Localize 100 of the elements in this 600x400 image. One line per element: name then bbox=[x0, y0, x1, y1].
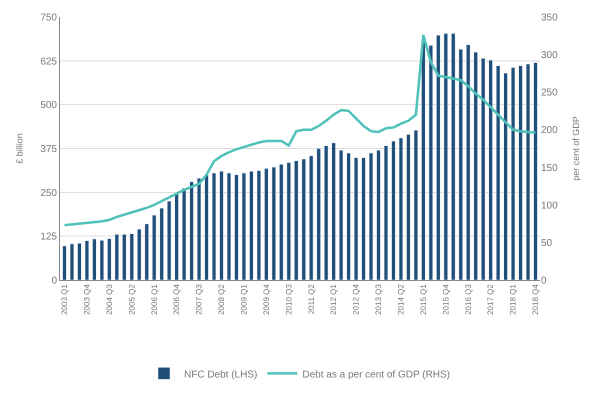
bar bbox=[316, 148, 321, 280]
x-tick-label: 2006 Q4 bbox=[172, 284, 182, 315]
y2-tick-label: 300 bbox=[541, 50, 558, 62]
x-tick-label: 2014 Q2 bbox=[396, 284, 406, 315]
bar bbox=[62, 246, 67, 280]
bar bbox=[70, 244, 74, 280]
x-tick-label: 2010 Q3 bbox=[284, 284, 294, 315]
bar bbox=[466, 44, 470, 280]
bar bbox=[286, 162, 291, 280]
bar bbox=[226, 172, 232, 280]
bar bbox=[107, 238, 112, 280]
y-tick-label: 750 bbox=[40, 12, 58, 24]
bar bbox=[533, 62, 538, 280]
bar bbox=[451, 33, 456, 280]
y2-tick-label: 350 bbox=[541, 12, 558, 24]
bar bbox=[130, 233, 134, 280]
x-tick-label: 2008 Q2 bbox=[217, 284, 226, 315]
bar bbox=[481, 58, 486, 280]
bar bbox=[428, 45, 433, 280]
y-tick-label: 125 bbox=[40, 232, 58, 243]
bar bbox=[182, 188, 186, 280]
bar bbox=[398, 138, 404, 280]
x-tick-label: 2016 Q3 bbox=[464, 284, 473, 315]
bar bbox=[196, 178, 202, 280]
bar bbox=[458, 49, 463, 280]
bar bbox=[100, 240, 104, 280]
bar bbox=[391, 140, 396, 280]
bar bbox=[144, 224, 149, 280]
x-tick-label: 2006 Q1 bbox=[150, 284, 159, 315]
bar bbox=[92, 238, 97, 280]
bar bbox=[114, 234, 119, 280]
bar bbox=[436, 34, 440, 280]
bar bbox=[279, 164, 284, 280]
bar bbox=[346, 152, 351, 280]
x-tick-label: 2018 Q4 bbox=[531, 284, 540, 315]
y2-tick-label: 150 bbox=[541, 162, 558, 174]
legend-label: Debt as a per cent of GDP (RHS) bbox=[302, 369, 450, 380]
bar bbox=[122, 234, 126, 280]
bar bbox=[309, 156, 314, 280]
bar bbox=[496, 65, 500, 280]
y-tick-label: 500 bbox=[40, 100, 58, 112]
y2-tick-label: 50 bbox=[541, 238, 553, 249]
bar bbox=[294, 160, 298, 280]
y2-tick-label: 250 bbox=[541, 88, 558, 99]
bar bbox=[242, 172, 246, 280]
bar bbox=[256, 170, 261, 280]
bar bbox=[406, 134, 411, 280]
x-tick-label: 2011 Q2 bbox=[306, 284, 316, 314]
bar bbox=[474, 52, 478, 280]
y2-tick-label: 0 bbox=[541, 276, 547, 286]
bar bbox=[219, 171, 224, 280]
legend-label: NFC Debt (LHS) bbox=[184, 369, 258, 380]
bar bbox=[503, 72, 508, 280]
y-tick-label: 375 bbox=[40, 144, 58, 155]
bar bbox=[234, 174, 239, 280]
x-tick-label: 2005 Q2 bbox=[127, 284, 136, 315]
y-tick-label: 625 bbox=[40, 56, 58, 68]
x-tick-label: 2015 Q1 bbox=[418, 284, 428, 315]
bar bbox=[302, 158, 306, 280]
bar bbox=[526, 64, 530, 280]
bar bbox=[510, 67, 516, 280]
bar bbox=[152, 214, 156, 280]
bar bbox=[332, 142, 336, 280]
bar bbox=[212, 172, 216, 280]
bar bbox=[174, 194, 179, 280]
x-tick-label: 2012 Q4 bbox=[352, 284, 361, 315]
bar bbox=[167, 200, 172, 280]
bar bbox=[414, 130, 418, 280]
x-tick-label: 2017 Q2 bbox=[486, 284, 496, 315]
bar bbox=[249, 171, 254, 280]
bar bbox=[488, 60, 493, 280]
x-tick-label: 2013 Q3 bbox=[374, 284, 384, 315]
bar bbox=[376, 150, 381, 280]
bar bbox=[384, 145, 388, 280]
bar bbox=[84, 240, 90, 280]
y-axis-title: £ billion bbox=[14, 133, 25, 164]
x-tick-label: 2009 Q1 bbox=[240, 284, 249, 315]
bar bbox=[189, 182, 194, 280]
bar bbox=[339, 150, 344, 280]
bar bbox=[137, 228, 142, 280]
bar bbox=[77, 242, 82, 280]
y-tick-label: 0 bbox=[51, 276, 58, 286]
y2-tick-label: 100 bbox=[541, 200, 558, 212]
bar bbox=[160, 208, 164, 280]
bar bbox=[518, 65, 523, 280]
bar bbox=[421, 42, 426, 280]
y-tick-label: 250 bbox=[40, 188, 58, 199]
y2-axis-title: per cent of GDP bbox=[570, 116, 581, 181]
x-tick-label: 2009 Q4 bbox=[262, 284, 271, 315]
y2-tick-label: 200 bbox=[541, 125, 558, 136]
x-tick-label: 2007 Q3 bbox=[194, 284, 204, 315]
bar bbox=[272, 166, 276, 280]
x-tick-label: 2003 Q1 bbox=[60, 284, 70, 315]
bar bbox=[354, 157, 358, 280]
bar bbox=[444, 33, 448, 280]
line-series bbox=[63, 34, 537, 226]
x-tick-label: 2003 Q4 bbox=[82, 284, 92, 315]
bar bbox=[204, 174, 209, 280]
bar bbox=[324, 145, 328, 280]
x-tick-label: 2018 Q1 bbox=[508, 284, 518, 315]
